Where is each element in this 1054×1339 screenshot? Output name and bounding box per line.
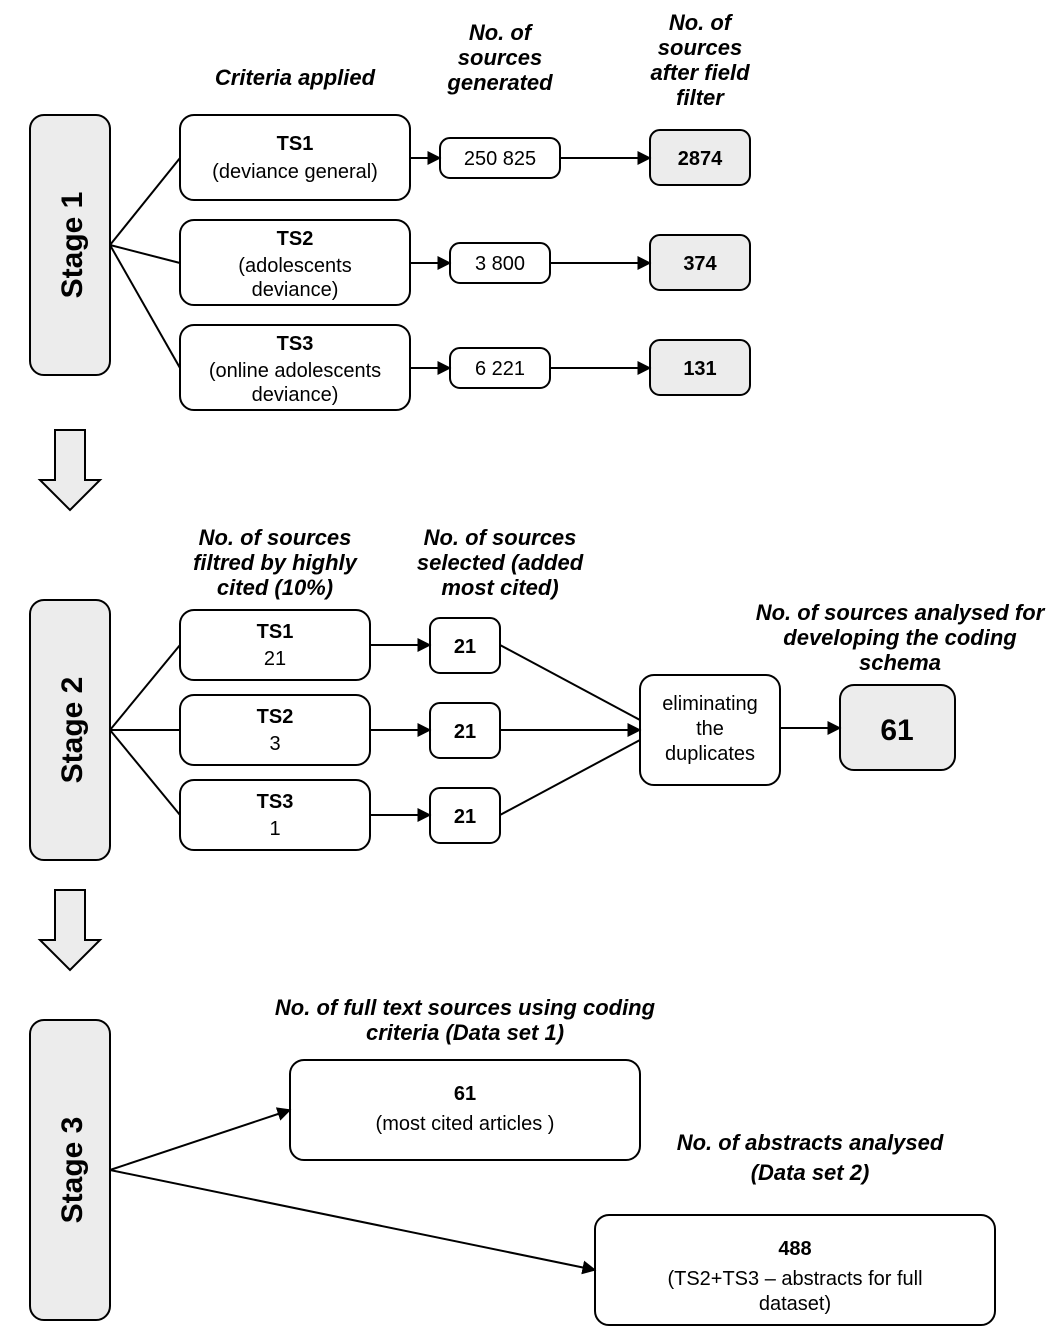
edge-sel1-dedup (500, 645, 640, 720)
s2-ts3-sel-val: 21 (454, 806, 476, 828)
s2-ts1-title: TS1 (257, 621, 294, 643)
s2-ts2-count: 3 (269, 733, 280, 755)
arrow-s1-s2 (40, 430, 100, 510)
edge-s1-ts3 (110, 245, 180, 368)
header-ds2-1: No. of abstracts analysed (677, 1130, 944, 1155)
s1-ts2-filter-val: 374 (683, 253, 717, 275)
header-sel-2: selected (added (417, 550, 584, 575)
s3-ds1-box (290, 1060, 640, 1160)
s1-ts1-criteria (180, 115, 410, 200)
s3-ds2-sub: (TS2+TS3 – abstracts for full (667, 1268, 922, 1290)
header-coding-2: developing the coding (783, 625, 1017, 650)
s1-ts2-title: TS2 (277, 228, 314, 250)
header-ds2-2: (Data set 2) (751, 1160, 870, 1185)
edge-s3-ds2 (110, 1170, 595, 1270)
s2-ts3-title: TS3 (257, 791, 294, 813)
s1-ts1-title: TS1 (277, 133, 314, 155)
s1-ts2-generated-val: 3 800 (475, 253, 525, 275)
edge-sel3-dedup (500, 740, 640, 815)
edge-s1-ts2 (110, 245, 180, 263)
s2-dedup-l3: duplicates (665, 743, 755, 765)
edge-s2-ts3 (110, 730, 180, 815)
header-sel-3: most cited) (441, 575, 558, 600)
stage3-label: Stage 3 (56, 1117, 89, 1224)
s2-ts2-title: TS2 (257, 706, 294, 728)
s1-ts1-generated-val: 250 825 (464, 148, 536, 170)
header-filter-1: No. of (669, 10, 734, 35)
s2-ts1-count: 21 (264, 648, 286, 670)
header-criteria: Criteria applied (215, 65, 376, 90)
stage2-label: Stage 2 (56, 677, 89, 784)
header-coding-3: schema (859, 650, 941, 675)
s1-ts3-generated-val: 6 221 (475, 358, 525, 380)
s1-ts3-title: TS3 (277, 333, 314, 355)
header-generated-3: generated (446, 70, 553, 95)
header-hc-2: filtred by highly (193, 550, 359, 575)
header-sel-1: No. of sources (424, 525, 577, 550)
s3-ds2-sub2: dataset) (759, 1293, 831, 1315)
s1-ts1-filter-val: 2874 (678, 148, 723, 170)
header-hc-1: No. of sources (199, 525, 352, 550)
s2-dedup-l1: eliminating (662, 693, 758, 715)
header-filter-3: after field (650, 60, 750, 85)
stage1-label: Stage 1 (56, 192, 89, 299)
edge-s1-ts1 (110, 158, 180, 245)
s3-ds1-val: 61 (454, 1083, 476, 1105)
header-generated-1: No. of (469, 20, 534, 45)
edge-s3-ds1 (110, 1110, 290, 1170)
header-ds1-2: criteria (Data set 1) (366, 1020, 564, 1045)
header-coding-1: No. of sources analysed for (756, 600, 1046, 625)
header-filter-2: sources (658, 35, 742, 60)
arrow-s2-s3 (40, 890, 100, 970)
s2-result-val: 61 (880, 714, 913, 747)
flowchart-canvas: Criteria applied No. of sources generate… (0, 0, 1054, 1339)
s1-ts2-sub: (adolescents (238, 255, 351, 277)
s1-ts2-sub2: deviance) (252, 279, 339, 301)
s1-ts3-sub: (online adolescents (209, 360, 381, 382)
header-generated-2: sources (458, 45, 542, 70)
s1-ts3-filter-val: 131 (683, 358, 716, 380)
s1-ts3-sub2: deviance) (252, 384, 339, 406)
s2-ts1-sel-val: 21 (454, 636, 476, 658)
s2-ts3-count: 1 (269, 818, 280, 840)
header-hc-3: cited (10%) (217, 575, 333, 600)
s2-ts2-sel-val: 21 (454, 721, 476, 743)
header-filter-4: filter (676, 85, 725, 110)
s3-ds2-val: 488 (778, 1238, 811, 1260)
s3-ds1-sub: (most cited articles ) (376, 1113, 555, 1135)
s1-ts1-sub: (deviance general) (212, 161, 378, 183)
s2-dedup-l2: the (696, 718, 724, 740)
header-ds1-1: No. of full text sources using coding (275, 995, 656, 1020)
edge-s2-ts1 (110, 645, 180, 730)
